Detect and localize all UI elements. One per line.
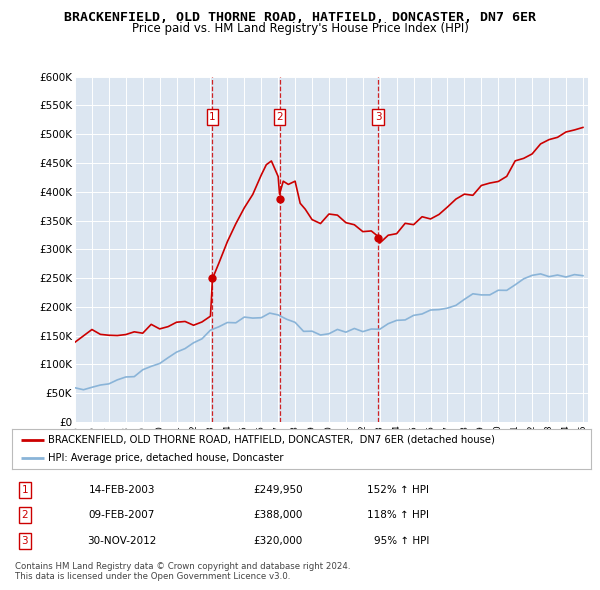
Text: 118% ↑ HPI: 118% ↑ HPI	[367, 510, 429, 520]
Text: £388,000: £388,000	[254, 510, 303, 520]
Text: 3: 3	[22, 536, 28, 546]
Text: 1: 1	[209, 112, 216, 122]
Text: £320,000: £320,000	[254, 536, 303, 546]
Text: HPI: Average price, detached house, Doncaster: HPI: Average price, detached house, Donc…	[48, 453, 283, 463]
Text: 2: 2	[22, 510, 28, 520]
Text: 2: 2	[276, 112, 283, 122]
Text: 3: 3	[375, 112, 382, 122]
Text: BRACKENFIELD, OLD THORNE ROAD, HATFIELD, DONCASTER,  DN7 6ER (detached house): BRACKENFIELD, OLD THORNE ROAD, HATFIELD,…	[48, 435, 495, 445]
Text: BRACKENFIELD, OLD THORNE ROAD, HATFIELD, DONCASTER, DN7 6ER: BRACKENFIELD, OLD THORNE ROAD, HATFIELD,…	[64, 11, 536, 24]
Text: £249,950: £249,950	[254, 485, 303, 495]
Text: Price paid vs. HM Land Registry's House Price Index (HPI): Price paid vs. HM Land Registry's House …	[131, 22, 469, 35]
Text: 09-FEB-2007: 09-FEB-2007	[89, 510, 155, 520]
Text: 1: 1	[22, 485, 28, 495]
Text: 30-NOV-2012: 30-NOV-2012	[88, 536, 157, 546]
Text: Contains HM Land Registry data © Crown copyright and database right 2024.
This d: Contains HM Land Registry data © Crown c…	[15, 562, 350, 581]
Text: 95% ↑ HPI: 95% ↑ HPI	[374, 536, 429, 546]
Text: 152% ↑ HPI: 152% ↑ HPI	[367, 485, 429, 495]
Text: 14-FEB-2003: 14-FEB-2003	[89, 485, 155, 495]
